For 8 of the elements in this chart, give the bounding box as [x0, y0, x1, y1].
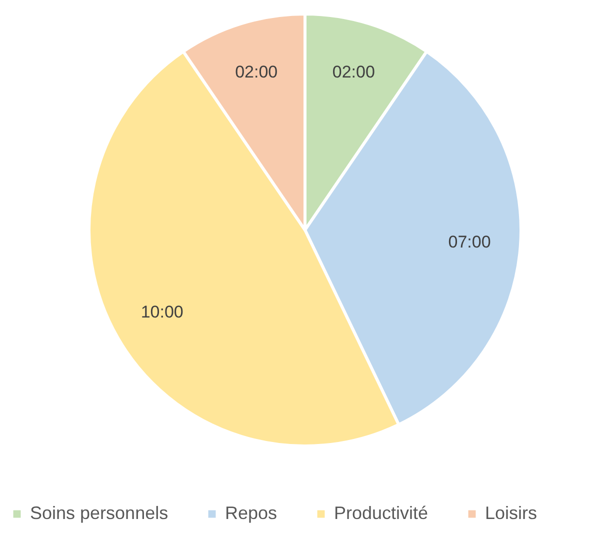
legend-label: Soins personnels: [30, 503, 168, 523]
data-label: 07:00: [448, 232, 491, 252]
data-label: 02:00: [332, 62, 375, 82]
data-label: 02:00: [235, 62, 278, 82]
legend-label: Repos: [225, 503, 278, 523]
legend-label: Loisirs: [485, 503, 538, 523]
legend-label: Productivité: [334, 503, 428, 523]
data-label: 10:00: [140, 302, 184, 322]
